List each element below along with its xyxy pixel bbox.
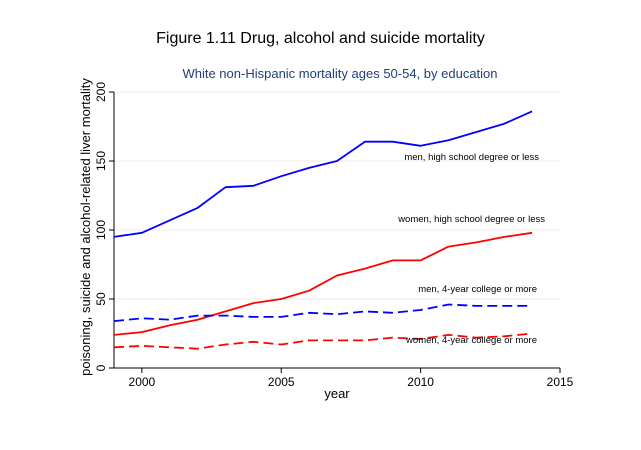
series-line-0 (113, 110, 533, 238)
x-tick-label: 2005 (268, 375, 295, 389)
x-tick-label: 2010 (407, 375, 434, 389)
series-line-2 (113, 303, 533, 322)
y-tick-label: 200 (94, 82, 108, 102)
x-ticks: 2000 2005 2010 2015 (129, 368, 574, 389)
chart-title: White non-Hispanic mortality ages 50-54,… (182, 66, 498, 81)
y-tick-label: 50 (94, 292, 108, 306)
series-label-1: women, high school degree or less (397, 214, 545, 225)
series-lines (113, 110, 533, 350)
x-tick-label: 2000 (129, 375, 156, 389)
series-label-2: men, 4-year college or more (418, 284, 537, 295)
series-label-3: women, 4-year college or more (405, 335, 537, 346)
y-axis-label: poisoning, suicide and alcohol-related l… (78, 78, 93, 376)
series-line-1 (113, 231, 533, 336)
x-axis-label: year (324, 386, 350, 401)
series-label-0: men, high school degree or less (404, 152, 539, 163)
y-tick-label: 0 (94, 364, 108, 371)
x-tick-label: 2015 (547, 375, 574, 389)
series-labels: men, high school degree or less women, hi… (397, 152, 545, 346)
y-ticks: 0 50 100 150 200 (94, 82, 114, 371)
y-tick-label: 100 (94, 220, 108, 240)
y-tick-label: 150 (94, 151, 108, 171)
figure-title: Figure 1.11 Drug, alcohol and suicide mo… (156, 30, 485, 47)
series-line-3 (113, 332, 533, 350)
